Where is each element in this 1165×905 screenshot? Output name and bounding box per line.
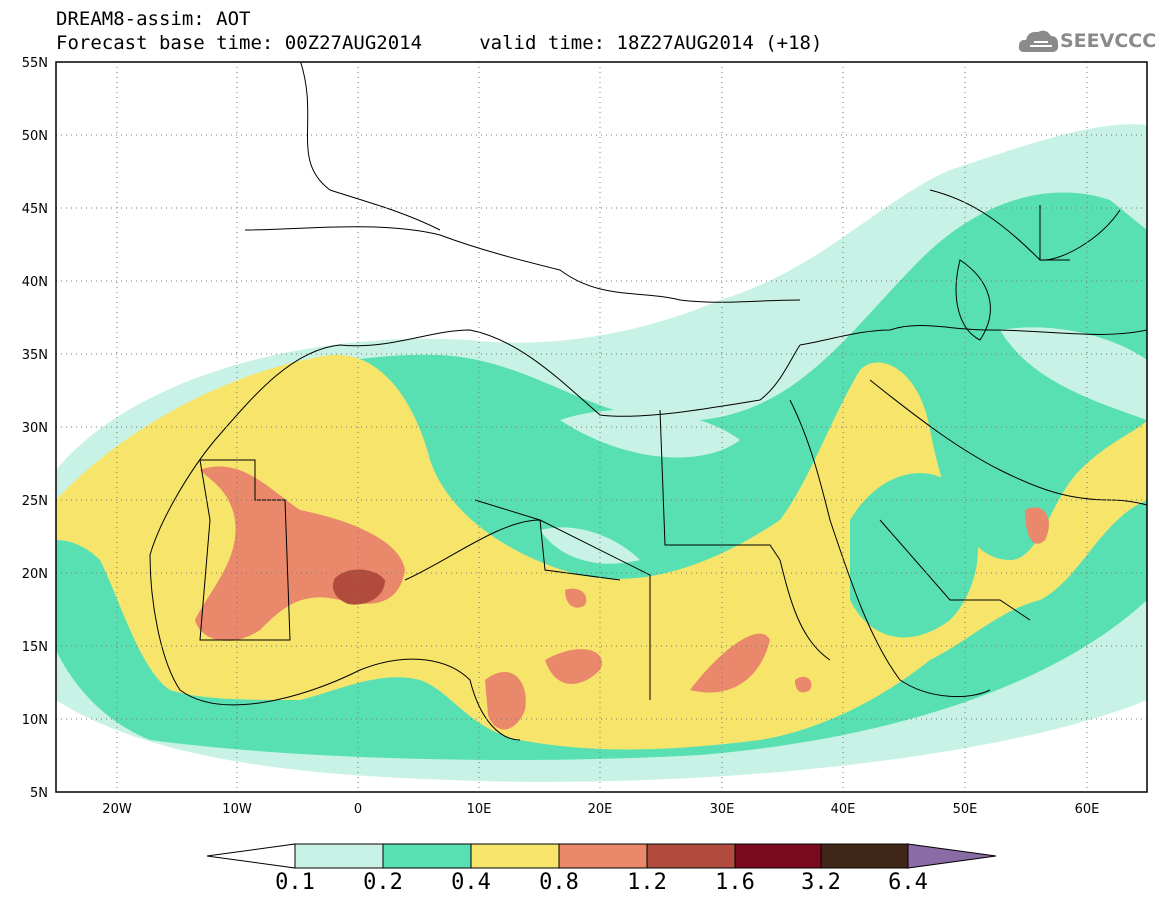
lon-label: 0 bbox=[354, 802, 362, 817]
colorbar-label: 1.6 bbox=[715, 870, 755, 895]
lon-label: 20E bbox=[588, 802, 613, 817]
colorbar-high-arrow bbox=[907, 843, 997, 869]
lon-label: 10W bbox=[222, 802, 252, 817]
longitude-labels: 20W 10W 0 10E 20E 30E 40E 50E 60E bbox=[102, 802, 1099, 817]
lat-label: 40N bbox=[22, 275, 48, 290]
lat-label: 5N bbox=[30, 786, 48, 801]
colorbar-segment bbox=[820, 843, 909, 869]
colorbar-segment bbox=[470, 843, 560, 869]
colorbar-label: 0.2 bbox=[363, 870, 403, 895]
map-title: DREAM8-assim: AOT bbox=[56, 8, 251, 30]
lon-label: 20W bbox=[102, 802, 132, 817]
aot-colorbar bbox=[206, 843, 997, 869]
cloud-icon bbox=[1018, 30, 1059, 52]
lon-label: 40E bbox=[831, 802, 856, 817]
colorbar-label: 0.1 bbox=[275, 870, 315, 895]
lat-label: 45N bbox=[22, 202, 48, 217]
gridlines bbox=[56, 62, 1147, 792]
colorbar-label: 3.2 bbox=[801, 870, 841, 895]
aot-field bbox=[56, 124, 1147, 782]
colorbar-segment bbox=[558, 843, 648, 869]
coastlines bbox=[149, 62, 1147, 741]
colorbar-label: 0.4 bbox=[451, 870, 491, 895]
colorbar-low-arrow bbox=[206, 843, 296, 869]
forecast-time-subtitle: Forecast base time: 00Z27AUG2014 valid t… bbox=[56, 32, 823, 54]
lat-label: 30N bbox=[22, 421, 48, 436]
lat-label: 50N bbox=[22, 129, 48, 144]
colorbar-segment bbox=[294, 843, 384, 869]
colorbar-segment bbox=[646, 843, 736, 869]
colorbar-label: 6.4 bbox=[888, 870, 928, 895]
logo-text: SEEVCCC bbox=[1060, 30, 1157, 52]
colorbar-segment bbox=[382, 843, 472, 869]
colorbar-segment bbox=[734, 843, 822, 869]
latitude-labels: 55N 50N 45N 40N 35N 30N 25N 20N 15N 10N … bbox=[22, 56, 48, 801]
lat-label: 25N bbox=[22, 494, 48, 509]
lat-label: 55N bbox=[22, 56, 48, 71]
lon-label: 50E bbox=[953, 802, 978, 817]
lon-label: 10E bbox=[467, 802, 492, 817]
lon-label: 30E bbox=[710, 802, 735, 817]
lat-label: 15N bbox=[22, 640, 48, 655]
map-frame bbox=[55, 61, 1148, 793]
lon-label: 60E bbox=[1075, 802, 1100, 817]
colorbar-label: 0.8 bbox=[539, 870, 579, 895]
lat-label: 35N bbox=[22, 348, 48, 363]
colorbar-label: 1.2 bbox=[627, 870, 667, 895]
lat-label: 20N bbox=[22, 567, 48, 582]
lat-label: 10N bbox=[22, 713, 48, 728]
